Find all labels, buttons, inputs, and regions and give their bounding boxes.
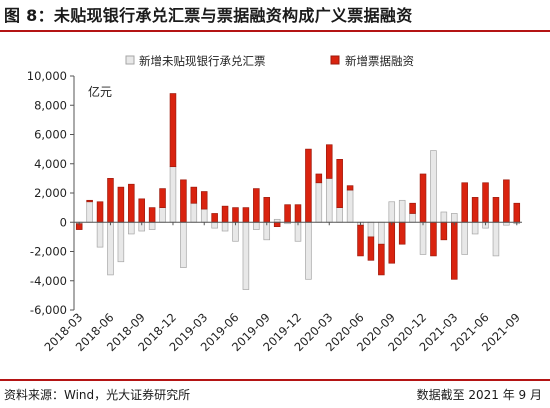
bar-bill-financing — [492, 197, 500, 223]
bar-bankers-acceptance — [180, 221, 187, 268]
bar-bill-financing — [138, 198, 145, 223]
bar-bankers-acceptance — [388, 201, 396, 223]
bar-bill-financing — [419, 173, 427, 223]
y-tick-label: -4,000 — [30, 274, 67, 288]
bar-bill-financing — [86, 199, 93, 203]
bar-bill-financing — [221, 205, 229, 223]
bottom-divider — [0, 379, 550, 381]
bar-bill-financing — [200, 191, 208, 210]
y-tick-label: 8,000 — [34, 98, 67, 112]
bar-bill-financing — [513, 202, 521, 223]
y-tick-label: 6,000 — [34, 128, 67, 142]
legend-swatch-bankers-acceptance — [125, 55, 135, 65]
bar-bill-financing — [471, 197, 479, 223]
bar-bill-financing — [305, 148, 312, 223]
bar-bankers-acceptance — [86, 201, 93, 223]
bar-bill-financing — [378, 243, 385, 276]
bar-bankers-acceptance — [451, 213, 458, 223]
y-tick-label: 4,000 — [34, 157, 67, 171]
bar-bill-financing — [409, 202, 416, 214]
legend-label-bill-financing: 新增票据融资 — [345, 54, 414, 68]
bar-bankers-acceptance — [336, 207, 343, 223]
bar-bill-financing — [211, 213, 218, 223]
bar-bankers-acceptance — [253, 221, 260, 230]
bar-bill-financing — [388, 221, 396, 264]
bar-bill-financing — [284, 204, 291, 223]
bar-bill-financing — [503, 179, 510, 223]
bar-bankers-acceptance — [440, 211, 448, 223]
bar-bill-financing — [180, 179, 187, 223]
top-divider — [0, 30, 550, 32]
bar-bill-financing — [190, 186, 198, 204]
chart: 新增未贴现银行承兑汇票 新增票据融资 亿元 -6,000 -4,000 -2,000… — [27, 54, 523, 354]
bar-bill-financing — [430, 221, 437, 257]
bar-bankers-acceptance — [492, 221, 500, 257]
bar-bankers-acceptance — [430, 150, 437, 223]
legend-swatch-bill-financing — [330, 55, 340, 65]
bar-bankers-acceptance — [211, 221, 218, 229]
y-tick-label: -6,000 — [30, 303, 67, 317]
bar-bankers-acceptance — [190, 202, 198, 223]
bar-bankers-acceptance — [96, 221, 104, 248]
bar-bankers-acceptance — [378, 221, 385, 245]
bar-bill-financing — [367, 236, 375, 261]
bar-bill-financing — [325, 144, 333, 179]
bars — [75, 93, 521, 290]
y-axis-unit-label: 亿元 — [88, 84, 112, 99]
bar-bankers-acceptance — [346, 189, 354, 223]
y-axis: -6,000 -4,000 -2,000 0 2,000 4,000 6,000 8,000 1… — [27, 69, 75, 317]
bar-bill-financing — [107, 178, 114, 223]
bar-bill-financing — [128, 183, 135, 223]
bar-bankers-acceptance — [419, 221, 427, 255]
bar-bankers-acceptance — [305, 221, 312, 280]
bar-bankers-acceptance — [398, 199, 406, 223]
bar-bankers-acceptance — [367, 221, 375, 238]
bar-bankers-acceptance — [107, 221, 114, 276]
bar-bill-financing — [440, 221, 448, 241]
data-cutoff-note: 数据截至 2021 年 9 月 — [416, 388, 542, 402]
source-note: 资料来源：Wind，光大证券研究所 — [4, 388, 191, 402]
bar-bill-financing — [451, 221, 458, 280]
bar-bill-financing — [336, 159, 343, 208]
bar-bill-financing — [315, 173, 323, 184]
bar-bill-financing — [232, 207, 239, 223]
bar-bill-financing — [117, 186, 125, 223]
bar-bill-financing — [169, 93, 177, 168]
bar-bill-financing — [461, 182, 468, 223]
bar-bankers-acceptance — [117, 221, 125, 263]
bar-bill-financing — [273, 221, 281, 227]
bar-bill-financing — [357, 224, 364, 257]
bar-bankers-acceptance — [242, 221, 250, 290]
bar-bill-financing — [96, 201, 104, 223]
bar-bill-financing — [398, 221, 406, 245]
bar-bankers-acceptance — [325, 178, 333, 223]
bar-bankers-acceptance — [315, 182, 323, 223]
figure-title: 图 8：未贴现银行承兑汇票与票据融资构成广义票据融资 — [4, 6, 413, 25]
bar-bill-financing — [242, 207, 250, 223]
bar-bill-financing — [263, 197, 271, 223]
bar-bankers-acceptance — [128, 221, 135, 235]
bar-bill-financing — [253, 188, 260, 223]
bar-bankers-acceptance — [409, 213, 416, 223]
y-tick-label: 10,000 — [27, 69, 67, 83]
bar-bankers-acceptance — [159, 207, 166, 223]
bar-bill-financing — [294, 204, 302, 223]
legend-label-bankers-acceptance: 新增未贴现银行承兑汇票 — [139, 54, 266, 68]
bar-bill-financing — [159, 188, 166, 208]
legend: 新增未贴现银行承兑汇票 新增票据融资 — [125, 54, 414, 68]
y-tick-label: 0 — [60, 215, 67, 229]
bar-bankers-acceptance — [148, 221, 156, 230]
bar-bill-financing — [346, 185, 354, 191]
bar-bankers-acceptance — [221, 221, 229, 232]
bar-bankers-acceptance — [461, 221, 468, 255]
bar-bill-financing — [148, 207, 156, 223]
bar-bankers-acceptance — [471, 221, 479, 235]
y-tick-label: -2,000 — [30, 245, 67, 259]
bar-bankers-acceptance — [200, 208, 208, 223]
bar-bankers-acceptance — [169, 166, 177, 223]
bar-bill-financing — [482, 182, 489, 223]
y-tick-label: 2,000 — [34, 186, 67, 200]
